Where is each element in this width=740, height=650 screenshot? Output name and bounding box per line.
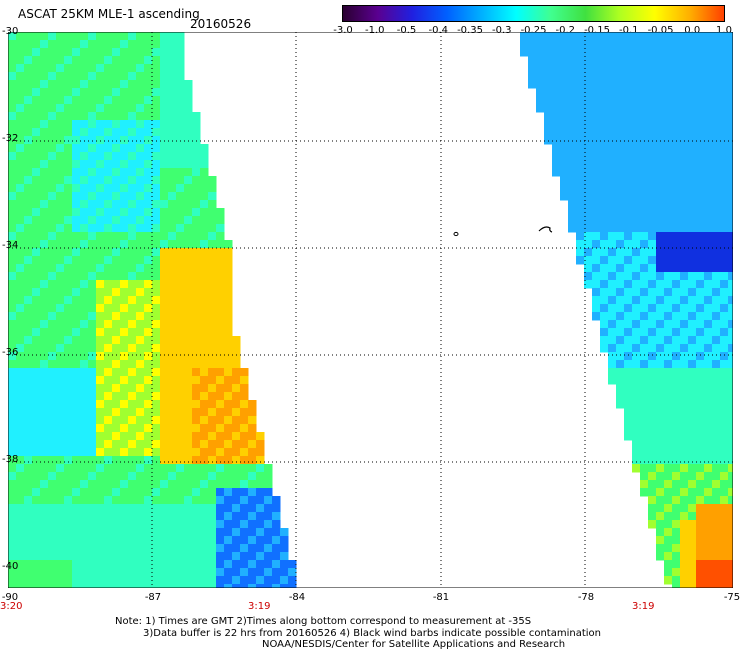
colorbar: [342, 5, 725, 22]
swath-left: [8, 32, 297, 588]
lon-label: -75: [723, 592, 740, 603]
colorbar-tick-label: 1.0: [716, 25, 732, 36]
island-outline: [453, 226, 553, 237]
note-line-3: NOAA/NESDIS/Center for Satellite Applica…: [262, 639, 566, 650]
colorbar-tick-label: -0.4: [428, 25, 449, 36]
map-date: 20160526: [190, 17, 252, 31]
map-title: ASCAT 25KM MLE-1 ascending: [18, 7, 200, 21]
lat-label: -40: [2, 561, 19, 572]
colorbar-tick-label: 0.0: [684, 25, 701, 36]
lon-label: -84: [288, 592, 306, 603]
note-line-1: Note: 1) Times are GMT 2)Times along bot…: [115, 616, 532, 627]
pass-time-left-end: 3:19: [248, 601, 271, 612]
colorbar-tick-label: -0.2: [555, 25, 576, 36]
pass-time-right-end: 3:19: [632, 601, 655, 612]
lon-label: -81: [432, 592, 450, 603]
swath-map: [8, 32, 733, 588]
lat-label: -30: [2, 26, 19, 37]
colorbar-tick-label: -0.3: [491, 25, 512, 36]
colorbar-tick-label: -0.35: [457, 25, 483, 36]
pass-time-start: 3:20: [0, 601, 23, 612]
colorbar-tick-label: -0.25: [520, 25, 547, 36]
graticule: [8, 32, 733, 588]
lon-label: -90: [1, 592, 19, 603]
lat-label: -32: [2, 133, 19, 144]
swath-right: [520, 32, 733, 588]
note-line-2: 3)Data buffer is 22 hrs from 20160526 4)…: [143, 628, 601, 639]
lon-label: -78: [577, 592, 595, 603]
lat-label: -38: [2, 454, 19, 465]
colorbar-tick-label: -0.1: [618, 25, 639, 36]
colorbar-tick-label: -1.0: [364, 25, 385, 36]
lon-label: -87: [144, 592, 162, 603]
lat-label: -36: [2, 347, 19, 358]
colorbar-tick-label: -3.0: [333, 25, 353, 36]
colorbar-tick-label: -0.05: [647, 25, 674, 36]
lat-label: -34: [2, 240, 19, 251]
colorbar-tick-label: -0.15: [584, 25, 610, 36]
colorbar-tick-label: -0.5: [396, 25, 417, 36]
